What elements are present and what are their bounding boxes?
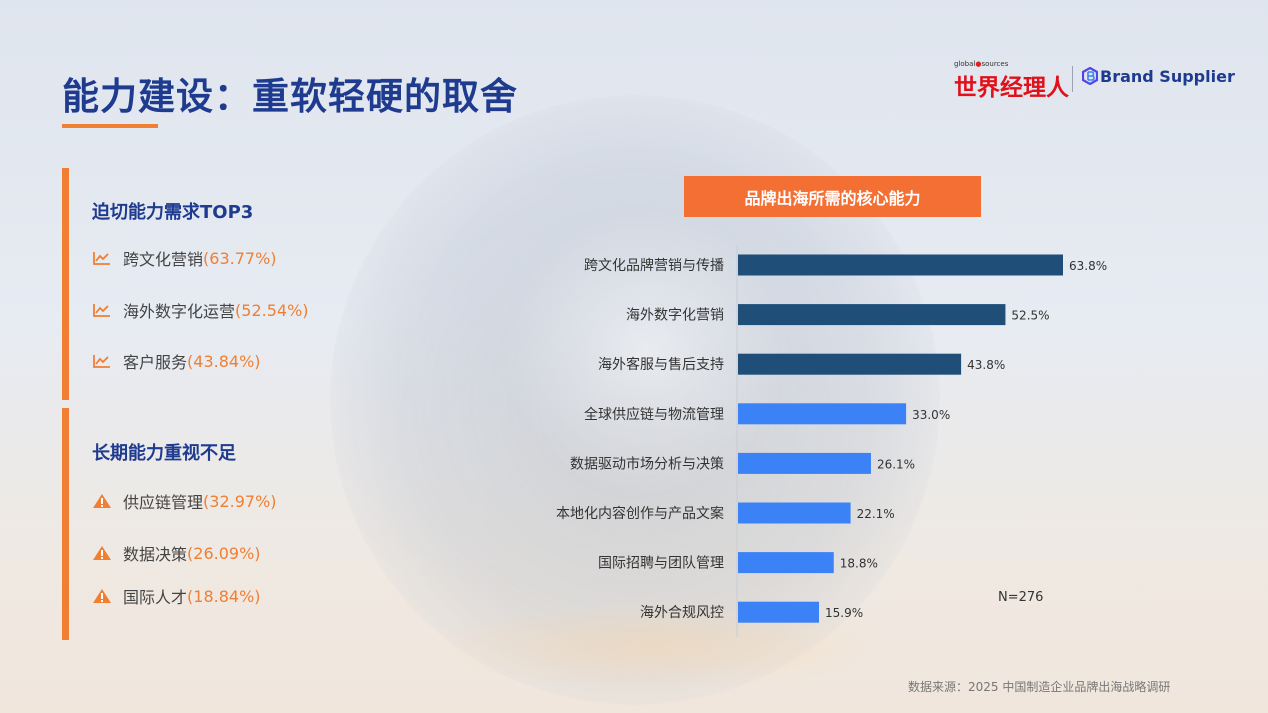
trend-icon [93, 304, 110, 317]
item-label: 数据决策 [123, 545, 188, 564]
value-label: 52.5% [1011, 309, 1049, 323]
section2-accent-bar [62, 408, 69, 640]
globalsources-prefix: global [954, 60, 976, 68]
bar [738, 353, 962, 375]
globalsources-logo: 世界经理人 [954, 75, 1069, 101]
bar [738, 552, 834, 574]
brand-supplier-icon [1082, 67, 1098, 85]
list-item: 海外数字化运营 (52.54%) [92, 298, 309, 322]
list-item: 国际人才 (18.84%) [92, 584, 261, 608]
bar-chart: 跨文化品牌营销与传播 63.8% 海外数字化营销 52.5% 海外客服与售后支持 43.8… [556, 245, 1107, 637]
trend-icon [93, 252, 110, 265]
item-label: 供应链管理 [123, 493, 204, 512]
category-label: 海外数字化营销 [626, 308, 724, 324]
item-percent: (18.84%) [187, 586, 261, 606]
category-label: 海外客服与售后支持 [598, 356, 724, 373]
globalsources-suffix: sources [981, 60, 1009, 68]
warning-icon [93, 589, 111, 603]
value-label: 18.8% [840, 557, 878, 571]
item-percent: (63.77%) [203, 248, 277, 268]
value-label: 26.1% [877, 457, 915, 471]
item-percent: (43.84%) [187, 351, 261, 371]
logo-divider [1072, 66, 1073, 92]
item-percent: (52.54%) [235, 300, 309, 320]
bar [738, 601, 819, 623]
item-label: 国际人才 [123, 588, 188, 607]
warning-icon [93, 494, 111, 508]
category-label: 本地化内容创作与产品文案 [556, 505, 724, 522]
bar [738, 304, 1006, 326]
title-underline [62, 124, 158, 128]
value-label: 33.0% [912, 408, 950, 422]
list-item: 数据决策 (26.09%) [92, 541, 261, 565]
category-label: 海外合规风控 [640, 605, 724, 621]
category-label: 国际招聘与团队管理 [598, 556, 724, 572]
chart-title: 品牌出海所需的核心能力 [684, 176, 981, 217]
brand-supplier-logo: Brand Supplier [1100, 67, 1235, 86]
bar [738, 502, 851, 524]
value-label: 63.8% [1069, 259, 1107, 273]
sample-size-note: N=276 [998, 590, 1044, 605]
globalsources-wordmark: global●sources [954, 60, 1008, 68]
category-label: 跨文化品牌营销与传播 [584, 257, 724, 274]
value-label: 22.1% [857, 507, 895, 521]
list-item: 供应链管理 (32.97%) [92, 489, 277, 513]
category-label: 数据驱动市场分析与决策 [570, 455, 724, 472]
trend-icon [93, 355, 110, 368]
bar [738, 452, 871, 474]
category-label: 全球供应链与物流管理 [584, 406, 724, 423]
item-percent: (26.09%) [187, 543, 261, 563]
bar [738, 403, 907, 425]
item-label: 海外数字化运营 [123, 302, 236, 321]
globalsources-dot: ● [975, 60, 982, 68]
value-label: 15.9% [825, 606, 863, 620]
data-source: 数据来源：2025 中国制造企业品牌出海战略调研 [908, 680, 1171, 694]
section1-title: 迫切能力需求TOP3 [92, 202, 254, 223]
section2-title: 长期能力重视不足 [92, 443, 236, 464]
page-title: 能力建设：重软轻硬的取舍 [62, 75, 518, 118]
value-label: 43.8% [967, 358, 1005, 372]
section1-accent-bar [62, 168, 69, 400]
list-item: 跨文化营销 (63.77%) [92, 246, 277, 270]
item-label: 客户服务 [123, 353, 188, 372]
bar [738, 254, 1063, 276]
list-item: 客户服务 (43.84%) [92, 349, 261, 373]
item-percent: (32.97%) [203, 491, 277, 511]
item-label: 跨文化营销 [123, 250, 204, 269]
warning-icon [93, 546, 111, 560]
